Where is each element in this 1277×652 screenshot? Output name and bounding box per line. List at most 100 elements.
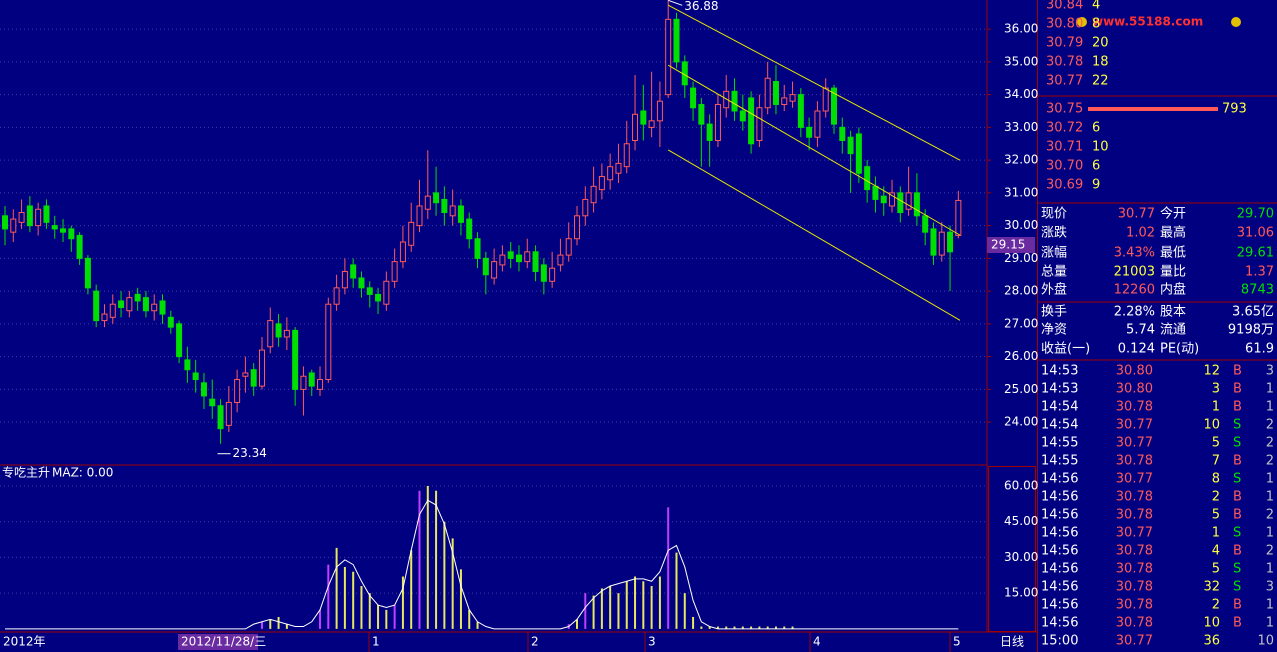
trade-side: S [1233,580,1241,595]
quote-value: 0.124 [1118,342,1155,357]
trade-count: 2 [1266,418,1274,433]
trade-price: 30.77 [1116,526,1153,541]
candle-body [565,238,572,256]
trade-price: 30.78 [1116,400,1153,415]
cursor-price-box [987,237,1035,253]
candle-body [258,349,265,387]
quote-label: 总量 [1041,265,1067,280]
quote-label: 涨跌 [1041,225,1067,241]
candle-body [358,277,365,289]
channel-line [667,4,961,161]
candle-body [590,185,597,204]
candle-body [698,103,705,125]
candle-body [764,77,771,109]
candle-body [524,251,531,263]
trade-volume: 2 [1212,598,1220,613]
candle-body [507,251,514,259]
candle-body [35,208,42,227]
candle-body [739,110,746,122]
candle-body [408,221,415,246]
quote-label: 量比 [1160,265,1186,280]
annotation-arrow [668,0,683,6]
y-tick-label: 27.00 [1004,316,1038,330]
trade-price: 30.78 [1116,598,1153,613]
trade-price: 30.77 [1116,472,1153,487]
trade-price: 30.77 [1116,418,1153,433]
candle-body [822,87,829,112]
x-label: 5 [953,635,961,649]
quote-value: 3.43% [1114,246,1155,261]
candle-body [449,205,456,217]
bid-price: 30.71 [1046,140,1083,155]
trade-count: 2 [1266,436,1274,451]
candle-body [217,405,224,430]
y-tick-label: 29.00 [1004,251,1038,265]
trade-time: 14:56 [1041,472,1078,487]
candle-body [134,293,141,302]
x-label: 2 [531,635,539,649]
y-tick-label: 30.00 [1004,218,1038,232]
candle-body [474,238,481,259]
candle-body [665,18,672,96]
candle-body [433,192,440,204]
candle-body [68,228,75,240]
trade-volume: 5 [1212,436,1220,451]
candle-body [2,215,8,230]
quote-value: 1.02 [1126,226,1155,241]
y-tick-label: 32.00 [1004,153,1038,167]
candle-body [831,87,837,125]
quote-label: 净资 [1041,323,1067,338]
candle-body [557,254,564,266]
trade-time: 14:55 [1041,436,1078,451]
ask-volume: 18 [1092,55,1109,70]
candle-body [267,320,274,348]
trade-side: B [1233,508,1242,523]
watermark: www.55188.com [1092,15,1203,29]
candle-body [118,300,125,308]
trade-side: B [1233,490,1242,505]
candle-body [847,136,854,155]
candle-body [607,166,614,181]
candle-body [872,185,879,200]
y-tick-label: 31.00 [1004,185,1038,199]
bid-volume: 10 [1092,140,1109,155]
candle-body [416,205,423,227]
candle-body [714,103,721,141]
indicator-curve [5,499,959,630]
candle-body [60,228,67,233]
y-tick-label: 45.00 [1004,514,1038,528]
bid-volume: 793 [1222,102,1247,117]
trade-volume: 36 [1203,634,1220,649]
candle-body [142,297,149,312]
ask-price: 30.79 [1046,36,1083,51]
trade-time: 14:56 [1041,508,1078,523]
quote-value: 31.06 [1237,226,1274,241]
bid-price: 30.75 [1046,102,1083,117]
candle-body [806,126,813,138]
trade-time: 14:54 [1041,418,1078,433]
candle-body [491,261,498,279]
candle-body [640,110,647,125]
trade-price: 30.77 [1116,634,1153,649]
trade-volume: 32 [1203,580,1220,595]
trade-time: 14:56 [1041,526,1078,541]
trade-price: 30.80 [1116,382,1153,397]
trade-price: 30.78 [1116,490,1153,505]
cursor-price: 29.15 [991,238,1025,252]
quote-value: 2.28% [1114,305,1155,320]
candle-body [905,192,912,210]
trade-price: 30.78 [1116,616,1153,631]
trade-volume: 8 [1212,472,1220,487]
candle-body [250,369,257,387]
trade-count: 3 [1266,364,1274,379]
trade-volume: 12 [1203,364,1220,379]
y-tick-label: 35.00 [1004,54,1038,68]
quote-value: 29.61 [1237,246,1274,261]
trade-side: B [1233,544,1242,559]
x-label: 日线 [1000,635,1024,649]
y-tick-label: 36.00 [1004,22,1038,36]
y-tick-label: 26.00 [1004,349,1038,363]
x-label: 2012/11/28/三 [181,635,266,649]
